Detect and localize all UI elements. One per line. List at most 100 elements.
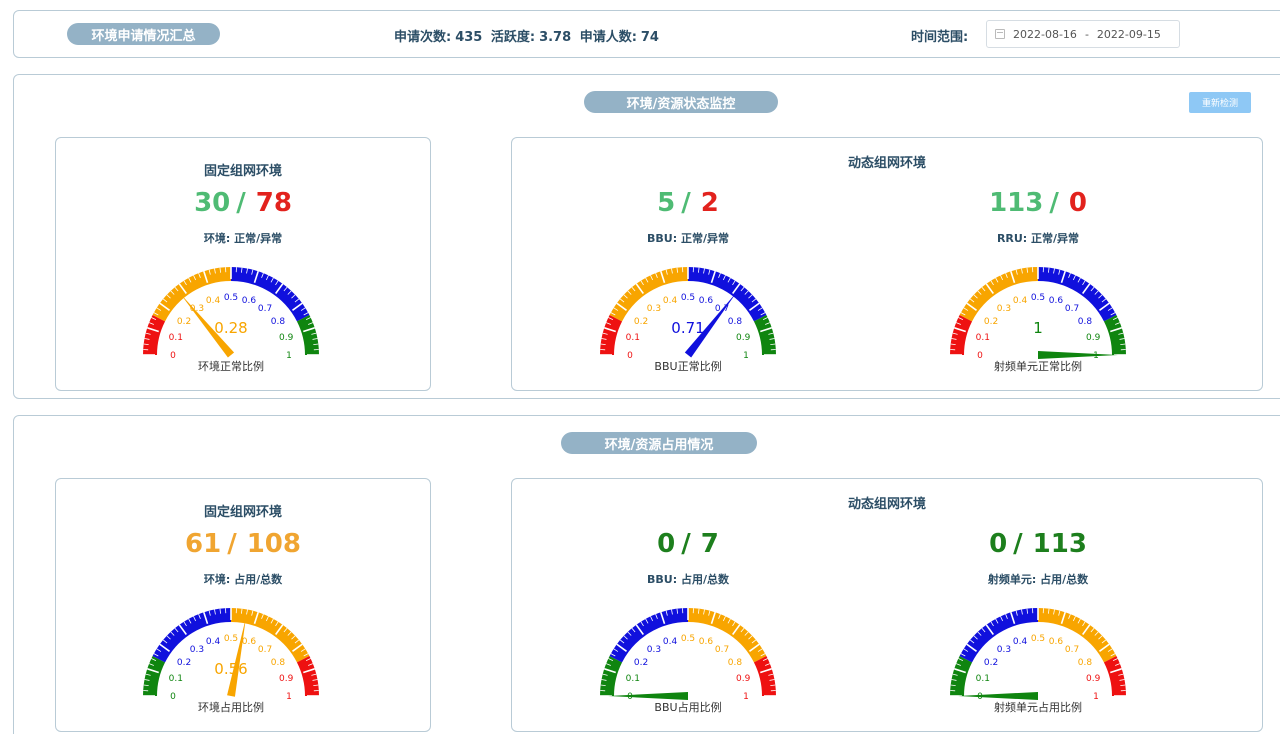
gauge-tick (606, 663, 611, 666)
date-start[interactable]: 2022-08-16 (1013, 27, 1077, 41)
gauge-tick (951, 679, 957, 681)
gauge-tick (178, 283, 187, 294)
gauge-tick (760, 653, 766, 657)
gauge-tick (253, 612, 259, 624)
gauge-tick (768, 332, 774, 335)
gauge-tick (768, 673, 774, 676)
gauge-tick (623, 635, 628, 640)
gauge-tick-label: 0.2 (177, 658, 191, 668)
gauge-tick (305, 658, 311, 662)
gauge-tick (744, 631, 749, 636)
gauge-tick (1072, 275, 1076, 281)
gauge-tick (1010, 612, 1016, 624)
gauge-value-label: 0.56 (214, 660, 247, 678)
gauge-tick (193, 275, 197, 281)
gauge-tick (287, 631, 292, 636)
used-count: 61 (185, 529, 222, 559)
gauge-tick-label: 0.9 (279, 674, 294, 684)
gauge-band-1 (959, 267, 1039, 322)
gauge-tick (698, 608, 700, 614)
gauge-tick (303, 668, 315, 674)
gauge-tick (1068, 273, 1071, 278)
gauge-tick (1110, 312, 1116, 316)
gauge-tick (214, 609, 216, 615)
gauge-tick (963, 648, 969, 652)
gauge-tick (305, 317, 311, 321)
gauge-tick-label: 0.8 (728, 317, 743, 327)
gauge-band-2 (687, 608, 767, 663)
gauge-tick (973, 294, 978, 299)
gauge-tick (291, 294, 296, 299)
gauge-band-3 (753, 656, 776, 697)
summary-stats: 申请次数: 435 活跃度: 3.78 申请人数: 74 (394, 26, 663, 45)
gauge-tick (241, 267, 243, 273)
gauge-tick-label: 0.3 (190, 304, 204, 314)
gauge-tick (770, 684, 776, 686)
card-title: 动态组网环境 (847, 156, 926, 171)
ratio-separator: / (236, 188, 246, 218)
gauge-caption: 射频单元正常比例 (994, 359, 1082, 373)
gauge-tick (162, 298, 168, 303)
gauge-tick (251, 269, 254, 275)
gauge-tick-label: 0.2 (634, 658, 648, 668)
gauge-tick (303, 312, 309, 316)
gauge-tick (749, 302, 760, 311)
date-end[interactable]: 2022-09-15 (1096, 27, 1161, 41)
gauge-tick (995, 618, 999, 624)
gauge-tick (631, 286, 636, 292)
gauge-tick (174, 627, 179, 633)
gauge-tick (977, 290, 982, 295)
gauge-tick (275, 280, 279, 286)
date-range-picker[interactable]: 2022-08-16 - 2022-09-15 (986, 20, 1180, 48)
usage-title: 环境/资源占用情况 (561, 432, 757, 454)
card-title: 动态组网环境 (847, 497, 926, 512)
gauge-tick (995, 277, 999, 283)
gauge-tick-label: 0.3 (647, 645, 661, 655)
gauge-needle (180, 293, 235, 358)
rru-ratio-caption: 射频单元: 占用/总数 (987, 573, 1089, 586)
apply-count-label: 申请次数: (394, 30, 452, 45)
gauge-tick (619, 298, 625, 303)
gauge-tick (300, 307, 306, 311)
gauge-tick-label: 0.3 (997, 304, 1011, 314)
gauge-tick (203, 271, 209, 283)
recheck-button[interactable]: 重新检测 (1189, 92, 1251, 113)
gauge-band-3 (1103, 315, 1126, 356)
bbu-ratio-display: 5/ 2 (588, 188, 788, 218)
gauge-tick (660, 271, 666, 283)
gauge-tick (1090, 627, 1095, 633)
gauge-tick (153, 312, 159, 316)
gauge-caption: BBU占用比例 (654, 700, 721, 714)
gauge-band-2 (1037, 267, 1117, 322)
gauge-tick-label: 0.5 (681, 293, 695, 303)
gauge-tick-label: 1 (1093, 692, 1099, 702)
ratio-display: 30/ 78 (56, 188, 430, 218)
rru-normal-count: 113 (989, 188, 1044, 218)
gauge-tick (757, 648, 763, 652)
gauge-tick (727, 618, 731, 624)
gauge-tick (1053, 268, 1055, 274)
gauge-tick (188, 277, 192, 283)
gauge-tick (1060, 612, 1066, 624)
gauge-tick (1099, 643, 1110, 652)
bbu-ratio-caption: BBU: 正常/异常 (647, 232, 729, 245)
gauge-tick (751, 639, 757, 644)
gauge-tick (610, 653, 616, 657)
gauge-band-0 (950, 315, 973, 356)
gauge-tick (143, 684, 149, 686)
gauge-tick (1099, 302, 1110, 311)
gauge-tick (640, 621, 644, 627)
gauge-band-1 (609, 267, 689, 322)
gauge-tick (287, 290, 292, 295)
gauge-tick (710, 271, 716, 283)
gauge-tick (178, 624, 187, 635)
gauge-tick-label: 0.1 (626, 333, 640, 343)
gauge-band-0 (600, 315, 623, 356)
gauge-tick (1068, 614, 1071, 619)
gauge-tick (655, 614, 658, 619)
gauge-tick (1077, 618, 1081, 624)
gauge-tick (246, 268, 248, 274)
gauge-tick (762, 317, 768, 321)
gauge-value-label: 0.28 (214, 319, 247, 337)
gauge-tick (770, 343, 776, 345)
